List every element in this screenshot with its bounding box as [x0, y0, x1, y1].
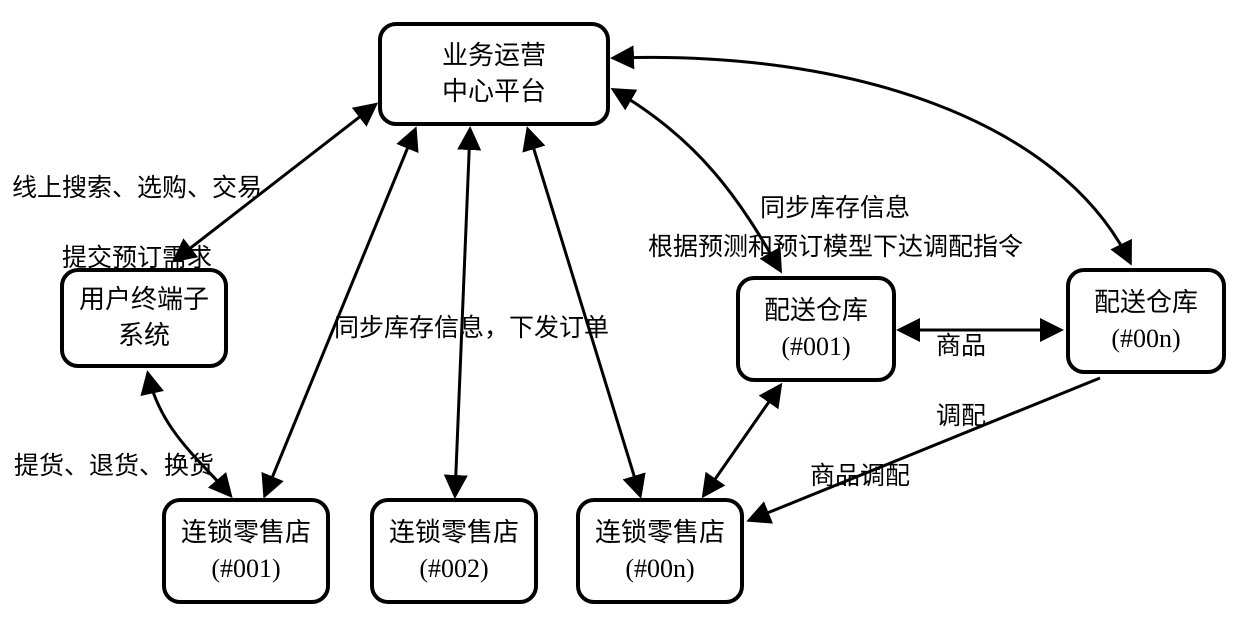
node-line: 连锁零售店 — [181, 515, 311, 551]
node-line: (#00n) — [625, 551, 694, 587]
label-line: 商品调配 — [810, 463, 910, 490]
node-line: (#001) — [211, 551, 280, 587]
label-line: 线上搜索、选购、交易 — [12, 175, 262, 202]
node-line: 系统 — [118, 318, 170, 354]
node-warehouse-n: 配送仓库 (#00n) — [1066, 268, 1226, 374]
node-center: 业务运营 中心平台 — [378, 22, 610, 126]
label-line: 商品 — [936, 333, 986, 360]
label-line: 提货、退货、换货 — [14, 453, 214, 480]
node-line: (#002) — [419, 551, 488, 587]
node-line: 业务运营 — [442, 38, 546, 74]
node-line: 中心平台 — [442, 74, 546, 110]
node-line: (#001) — [781, 329, 850, 365]
node-user-terminal: 用户终端子 系统 — [60, 268, 228, 368]
label-line: 调配 — [936, 403, 986, 430]
node-line: 配送仓库 — [1094, 285, 1198, 321]
node-store-2: 连锁零售店 (#002) — [370, 498, 538, 604]
node-line: 用户终端子 — [79, 282, 209, 318]
label-line: 提交预订需求 — [62, 245, 212, 272]
node-line: (#00n) — [1111, 321, 1180, 357]
label-goods-alloc-2: 商品调配 — [810, 424, 910, 494]
label-dispatch-cmd: 根据预测和预订模型下达调配指令 — [648, 195, 1023, 265]
node-store-n: 连锁零售店 (#00n) — [576, 498, 744, 604]
label-line: 同步库存信息，下发订单 — [334, 315, 609, 342]
node-line: 配送仓库 — [764, 293, 868, 329]
node-store-1: 连锁零售店 (#001) — [162, 498, 330, 604]
label-line: 根据预测和预订模型下达调配指令 — [648, 234, 1023, 261]
label-search-submit: 线上搜索、选购、交易 提交预订需求 — [12, 136, 262, 276]
label-goods-alloc-1: 商品 调配 — [936, 294, 986, 434]
label-pickup-return: 提货、退货、换货 — [14, 414, 214, 484]
node-line: 连锁零售店 — [595, 515, 725, 551]
node-line: 连锁零售店 — [389, 515, 519, 551]
label-sync-order: 同步库存信息，下发订单 — [334, 276, 609, 346]
node-warehouse-1: 配送仓库 (#001) — [736, 276, 896, 382]
